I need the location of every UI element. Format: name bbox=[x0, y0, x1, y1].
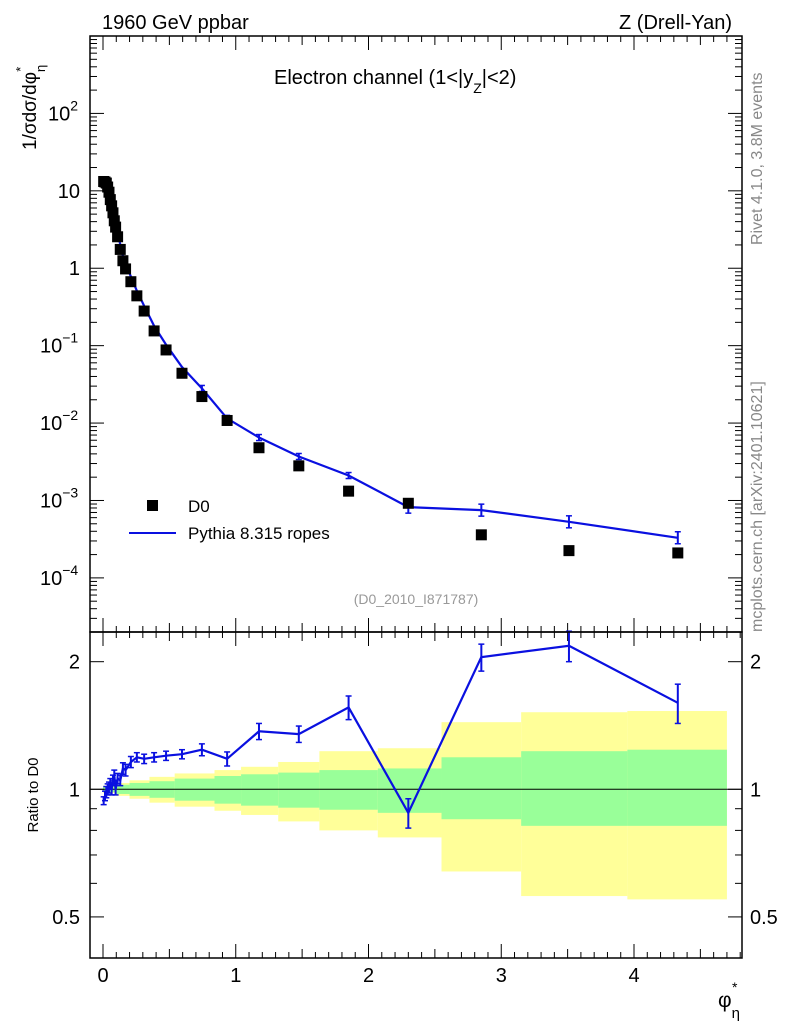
x-tick-label: 2 bbox=[363, 965, 374, 987]
ratio-y-tick-label: 0.5 bbox=[52, 907, 80, 929]
ratio-errorbars bbox=[100, 630, 681, 829]
data-point bbox=[138, 305, 150, 317]
data-point bbox=[148, 325, 160, 337]
header-right: Z (Drell-Yan) bbox=[619, 12, 732, 34]
data-point bbox=[104, 194, 116, 206]
data-point bbox=[160, 344, 172, 356]
mcplots-label: mcplots.cern.ch [arXiv:2401.10621] bbox=[749, 381, 766, 632]
legend: D0 Pythia 8.315 ropes bbox=[129, 497, 330, 543]
y-tick-label: 10 bbox=[58, 181, 80, 203]
ratio-y-tick-label: 1 bbox=[750, 779, 761, 801]
ratio-y-tick-labels-left: 0.5 1 2 bbox=[52, 652, 80, 929]
main-y-tick-labels: 102 10 1 10−1 10−2 10−3 10−4 bbox=[40, 97, 80, 589]
y-tick-label: 10−3 bbox=[40, 484, 78, 512]
band-green bbox=[214, 775, 242, 804]
data-point bbox=[293, 460, 305, 472]
x-tick-label: 0 bbox=[97, 965, 108, 987]
y-tick-label: 10−4 bbox=[40, 562, 78, 590]
ratio-y-tick-labels-right: 0.5 1 2 bbox=[750, 652, 778, 929]
data-point bbox=[672, 547, 684, 559]
x-tick-label: 4 bbox=[628, 965, 639, 987]
main-title: Electron channel (1<|yZ|<2) bbox=[274, 67, 516, 96]
data-point bbox=[117, 255, 129, 267]
analysis-id: (D0_2010_I871787) bbox=[354, 591, 479, 607]
ratio-y-axis-label: Ratio to D0 bbox=[25, 757, 42, 832]
y-tick-label: 102 bbox=[48, 97, 78, 125]
band-green bbox=[319, 770, 378, 810]
ratio-panel-frame bbox=[89, 631, 743, 959]
ratio-y-tick-label: 2 bbox=[69, 652, 80, 674]
y-tick-label: 10−1 bbox=[40, 330, 78, 358]
data-point bbox=[108, 215, 120, 227]
data-point bbox=[196, 391, 208, 403]
mc-curve bbox=[103, 182, 678, 539]
data-point bbox=[402, 497, 414, 509]
data-point bbox=[107, 207, 119, 219]
ratio-y-tick-label: 0.5 bbox=[750, 907, 778, 929]
main-axis-ticks bbox=[90, 36, 742, 633]
y-tick-label: 10−2 bbox=[40, 407, 78, 435]
ratio-y-tick-label: 1 bbox=[69, 779, 80, 801]
data-point bbox=[106, 200, 118, 212]
legend-marker-d0 bbox=[147, 500, 158, 511]
band-green bbox=[241, 774, 279, 806]
ratio-panel: 0.5 1 2 0.5 1 2 0 1 2 3 4 Ratio to D0 φη* bbox=[25, 630, 778, 1022]
data-point bbox=[112, 231, 124, 243]
data-point bbox=[343, 485, 355, 497]
mc-errorbars-main bbox=[198, 384, 681, 545]
legend-label-mc: Pythia 8.315 ropes bbox=[188, 524, 330, 543]
data-point bbox=[125, 276, 137, 288]
band-green bbox=[441, 757, 522, 820]
band-green bbox=[278, 772, 320, 808]
data-point bbox=[221, 414, 233, 426]
x-tick-label: 3 bbox=[496, 965, 507, 987]
band-green bbox=[627, 749, 727, 826]
main-panel: 102 10 1 10−1 10−2 10−3 10−4 Electron channel … bbox=[13, 35, 743, 633]
ratio-y-tick-label: 2 bbox=[750, 652, 761, 674]
data-point bbox=[120, 263, 132, 275]
header-left: 1960 GeV ppbar bbox=[102, 12, 249, 34]
ratio-axis-ticks bbox=[90, 632, 742, 958]
uncertainty-bands bbox=[103, 711, 727, 900]
data-point bbox=[110, 221, 122, 233]
data-point bbox=[114, 243, 126, 255]
x-tick-label: 1 bbox=[230, 965, 241, 987]
data-point bbox=[253, 442, 265, 454]
y-tick-label: 1 bbox=[69, 258, 80, 280]
data-point bbox=[176, 367, 188, 379]
data-point bbox=[131, 290, 143, 302]
main-y-axis-label: 1/σdσ/dφη* bbox=[13, 65, 48, 150]
data-point bbox=[563, 545, 575, 557]
band-green bbox=[521, 751, 628, 826]
mc-curve-main bbox=[103, 182, 678, 539]
data-point bbox=[475, 529, 487, 541]
data-point bbox=[103, 186, 115, 198]
x-tick-labels: 0 1 2 3 4 bbox=[97, 965, 639, 987]
x-axis-label: φη* bbox=[718, 979, 740, 1022]
data-markers bbox=[98, 175, 684, 559]
legend-label-d0: D0 bbox=[188, 497, 210, 516]
rivet-version-label: Rivet 4.1.0, 3.8M events bbox=[749, 72, 766, 245]
